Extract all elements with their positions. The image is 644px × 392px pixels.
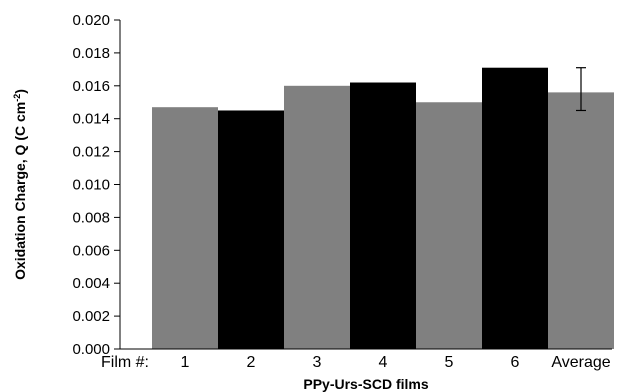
- bar: [284, 85, 350, 350]
- y-tick-label: 0.016: [72, 78, 110, 95]
- y-tick-label: 0.018: [72, 45, 110, 62]
- x-tick-label: 4: [379, 354, 388, 371]
- y-tick-label: 0.008: [72, 209, 110, 226]
- y-tick-label: 0.010: [72, 177, 110, 194]
- x-tick-label: Average: [551, 354, 610, 371]
- y-tick-label: 0.012: [72, 144, 110, 161]
- y-tick-label: 0.004: [72, 275, 110, 292]
- x-tick-label: 6: [511, 354, 520, 371]
- y-axis-ticks: 0.000 0.002 0.004 0.006 0.008 0.010 0.012 0.014…: [72, 12, 120, 358]
- x-tick-label: 5: [445, 354, 454, 371]
- bar: [218, 110, 284, 349]
- y-axis-title-main: Oxidation Charge, Q (C cm: [12, 102, 28, 280]
- y-tick-label: 0.006: [72, 242, 110, 259]
- y-axis-title-tail: ): [12, 89, 28, 94]
- y-tick-label: 0.002: [72, 308, 110, 325]
- y-tick-label: 0.020: [72, 12, 110, 29]
- y-axis-title-sup: -2: [12, 94, 22, 102]
- bar: [350, 82, 416, 349]
- x-tick-label: 1: [181, 354, 190, 371]
- bar: [482, 67, 548, 349]
- y-tick-label: 0.014: [72, 111, 110, 128]
- x-tick-label: 3: [313, 354, 322, 371]
- x-axis-labels: 1 2 3 4 5 6 Average: [181, 354, 611, 371]
- error-bar-group: [576, 67, 586, 112]
- bar: [416, 102, 482, 349]
- x-tick-label: 2: [247, 354, 256, 371]
- bars: [152, 67, 614, 350]
- category-prefix-label: Film #:: [101, 354, 149, 371]
- bar: [152, 107, 218, 349]
- y-axis-title: Oxidation Charge, Q (C cm-2): [12, 89, 28, 280]
- x-axis-title: PPy-Urs-SCD films: [303, 376, 428, 392]
- bar: [548, 92, 614, 349]
- y-tick-label: 0.000: [72, 341, 110, 358]
